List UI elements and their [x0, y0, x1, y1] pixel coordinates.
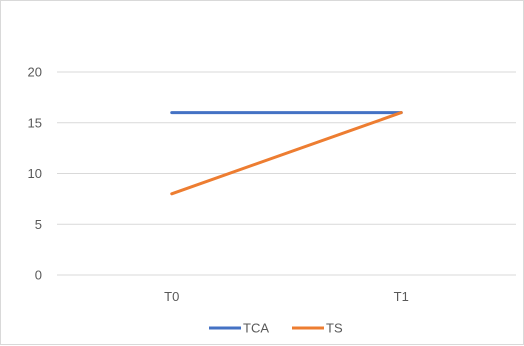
y-tick-label: 20	[28, 65, 42, 80]
legend: TCA TS	[209, 321, 343, 336]
x-tick-label: T0	[164, 289, 179, 304]
y-axis-tick-labels: 0 5 10 15 20	[28, 65, 42, 283]
x-axis-tick-labels: T0 T1	[164, 289, 409, 304]
legend-label-ts: TS	[326, 321, 343, 336]
y-tick-label: 15	[28, 115, 42, 130]
x-tick-label: T1	[394, 289, 409, 304]
gridlines	[57, 71, 516, 276]
y-tick-label: 0	[35, 268, 42, 283]
legend-label-tca: TCA	[243, 321, 269, 336]
y-tick-label: 10	[28, 166, 42, 181]
series-lines	[170, 111, 403, 196]
series-line-ts	[170, 111, 403, 196]
y-tick-label: 5	[35, 217, 42, 232]
